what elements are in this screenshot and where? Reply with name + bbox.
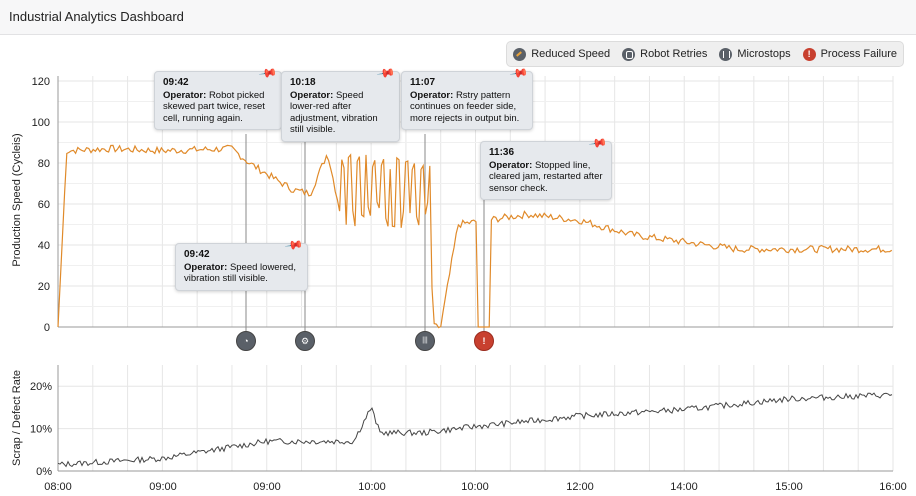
callout-text: Speed lower-red after adjustment, vibrat… <box>290 89 378 136</box>
callout-speed-lowered[interactable]: 📌 10:18 Operator: Speed lower-red after … <box>281 63 400 142</box>
callout-time: 10:18 <box>290 77 316 88</box>
callout-prefix: Operator: <box>163 89 207 101</box>
reduced-speed-marker[interactable]: ◔ <box>236 331 256 351</box>
callout-text: Stopped line, cleared jam, restarted aft… <box>489 159 603 194</box>
callout-time: 11:07 <box>410 77 436 88</box>
legend-reduced-speed[interactable]: Reduced Speed <box>513 47 611 61</box>
x-tick-label: 08:00 <box>44 481 72 493</box>
x-tick-label: 09:00 <box>253 481 281 493</box>
x-tick-label: 10:00 <box>358 481 386 493</box>
process-failure-marker[interactable]: ! <box>474 331 494 351</box>
x-tick-label: 16:00 <box>879 481 907 493</box>
gauge-icon <box>513 47 527 61</box>
alert-icon: ! <box>482 336 486 346</box>
bottom-y-axis-label: Scrap / Defect Rate <box>11 370 23 466</box>
y-tick-label: 100 <box>32 117 50 129</box>
microstops-icon: ||| <box>422 337 428 344</box>
callout-time: 09:42 <box>163 77 189 88</box>
callout-speed-lowered-2[interactable]: 📌 09:42 Operator: Speed lowered, vibrati… <box>175 235 308 291</box>
microstops-icon <box>719 47 733 61</box>
robot-icon: ⚙ <box>300 336 310 346</box>
x-tick-label: 12:00 <box>566 481 594 493</box>
callout-prefix: Operator: <box>410 89 454 101</box>
y-tick-label: 40 <box>38 240 50 252</box>
y-tick-label: 20% <box>30 381 52 393</box>
callout-stopped-line[interactable]: 📌 11:36 Operator: Stopped line, cleared … <box>480 133 612 200</box>
callout-prefix: Operator: <box>290 89 334 101</box>
callout-time: 09:42 <box>184 249 210 260</box>
title-bar: Industrial Analytics Dashboard <box>0 0 916 35</box>
legend-label: Microstops <box>737 48 791 60</box>
callout-text: Rstry pattern continues on feeder side, … <box>410 89 520 124</box>
app-title: Industrial Analytics Dashboard <box>9 9 184 24</box>
legend-label: Robot Retries <box>640 48 708 60</box>
y-tick-label: 20 <box>38 281 50 293</box>
robot-retries-marker[interactable]: ⚙ <box>295 331 315 351</box>
top-chart-axes: 0 20 40 60 80 100 120 <box>32 76 893 334</box>
legend-microstops[interactable]: Microstops <box>719 47 791 61</box>
bottom-chart-axes: 0% 10% 20% 08:00 09:00 09:00 10:00 10:00 12:00 14… <box>30 365 907 493</box>
legend-process-failure[interactable]: ! Process Failure <box>802 47 897 61</box>
bottom-chart-grid <box>57 365 894 472</box>
top-y-axis-label: Production Speed (Cycleis) <box>11 133 23 266</box>
callout-robot-picked[interactable]: 📌 09:42 Operator: Robot picked skewed pa… <box>154 63 282 130</box>
robot-icon <box>622 47 636 61</box>
x-tick-label: 14:00 <box>670 481 698 493</box>
y-tick-label: 0% <box>36 466 52 478</box>
callout-prefix: Operator: <box>184 261 228 273</box>
callout-retry-pattern[interactable]: 📌 11:07 Operator: Rstry pattern continue… <box>401 63 533 130</box>
x-tick-label: 15:00 <box>775 481 803 493</box>
y-tick-label: 80 <box>38 158 50 170</box>
chart-legend: Reduced Speed Robot Retries Microstops !… <box>506 41 904 67</box>
x-tick-label: 10:00 <box>461 481 489 493</box>
legend-robot-retries[interactable]: Robot Retries <box>622 47 708 61</box>
production-speed-line[interactable] <box>57 144 893 329</box>
y-tick-label: 10% <box>30 424 52 436</box>
callout-text: Speed lowered, vibration still visible. <box>184 261 296 285</box>
callout-time: 11:36 <box>489 147 515 158</box>
gauge-icon: ◔ <box>243 336 249 346</box>
y-tick-label: 120 <box>32 76 50 88</box>
callout-text: Robot picked skewed part twice, reset ce… <box>163 89 265 124</box>
callout-prefix: Operator: <box>489 159 533 171</box>
alert-icon: ! <box>802 47 816 61</box>
legend-label: Process Failure <box>820 48 897 60</box>
y-tick-label: 60 <box>38 199 50 211</box>
x-tick-label: 09:00 <box>149 481 177 493</box>
legend-label: Reduced Speed <box>531 48 611 60</box>
microstops-marker[interactable]: ||| <box>415 331 435 351</box>
callout-leader-lines <box>245 128 485 331</box>
scrap-rate-line[interactable] <box>57 392 893 468</box>
y-tick-label: 0 <box>44 322 50 334</box>
